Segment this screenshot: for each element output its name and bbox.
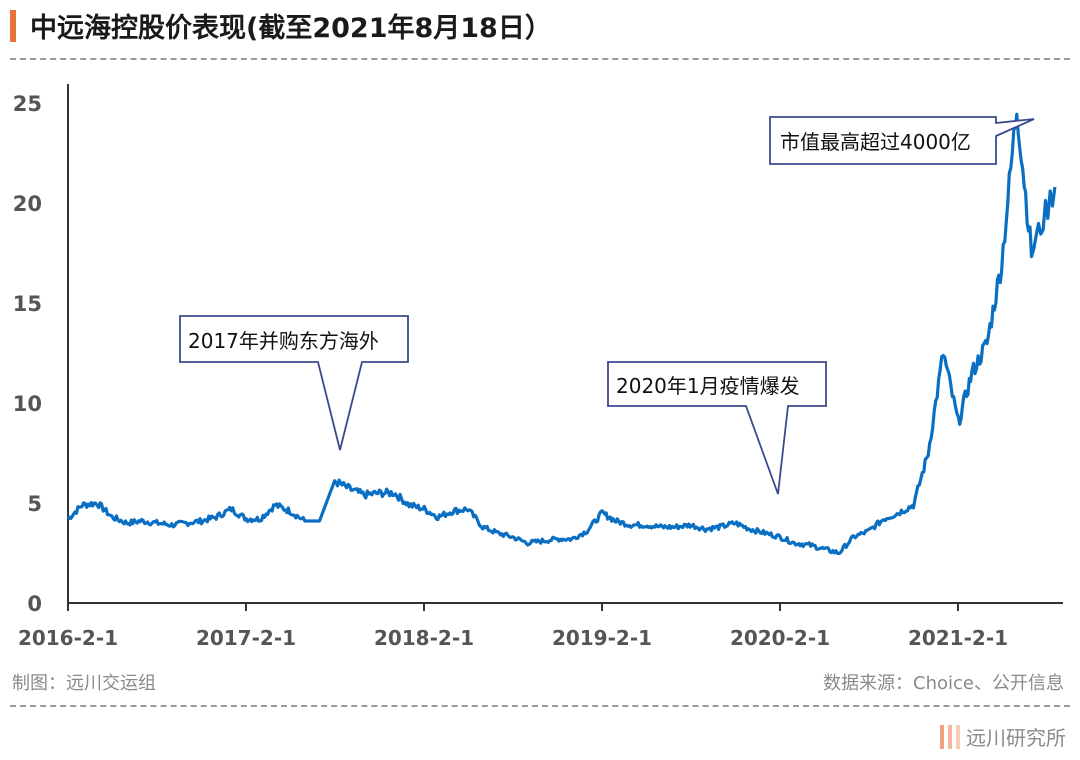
svg-text:2017年并购东方海外: 2017年并购东方海外	[188, 329, 379, 353]
footer-divider	[10, 705, 1070, 707]
stock-price-chart: 0 5 10 15 20 25 2016-2-1 2017-2-1 2018-2-1 2019-…	[13, 84, 1063, 650]
svg-text:2020年1月疫情爆发: 2020年1月疫情爆发	[616, 374, 800, 398]
brand-name: 远川研究所	[966, 726, 1066, 750]
callout-pandemic: 2020年1月疫情爆发	[607, 361, 827, 495]
title-accent-bar	[10, 10, 16, 42]
x-tick-label: 2020-2-1	[730, 626, 830, 650]
x-tick-label: 2019-2-1	[552, 626, 652, 650]
x-axis-ticks: 2016-2-1 2017-2-1 2018-2-1 2019-2-1 2020-2-1…	[18, 603, 1008, 650]
y-tick-label: 15	[13, 292, 42, 316]
x-tick-label: 2018-2-1	[374, 626, 474, 650]
page-title: 中远海控股价表现(截至2021年8月18日）	[30, 13, 552, 44]
svg-text:市值最高超过4000亿: 市值最高超过4000亿	[780, 130, 971, 154]
brand-logo: 远川研究所	[940, 722, 1066, 751]
y-tick-label: 25	[13, 92, 42, 116]
callout-acquisition: 2017年并购东方海外	[179, 315, 409, 451]
callout-market-cap: 市值最高超过4000亿	[769, 116, 1035, 165]
data-source: 数据来源：Choice、公开信息	[823, 673, 1064, 694]
y-tick-label: 5	[27, 492, 42, 516]
x-tick-label: 2021-2-1	[908, 626, 1008, 650]
x-tick-label: 2016-2-1	[18, 626, 118, 650]
chart-credit: 制图：远川交运组	[12, 673, 156, 694]
title-divider	[10, 58, 1070, 60]
y-tick-label: 0	[27, 592, 42, 616]
y-axis-ticks: 0 5 10 15 20 25	[13, 92, 42, 616]
y-tick-label: 10	[13, 392, 42, 416]
y-tick-label: 20	[13, 192, 42, 216]
price-line	[66, 112, 1057, 556]
x-tick-label: 2017-2-1	[196, 626, 296, 650]
brand-bars-icon	[940, 724, 960, 749]
